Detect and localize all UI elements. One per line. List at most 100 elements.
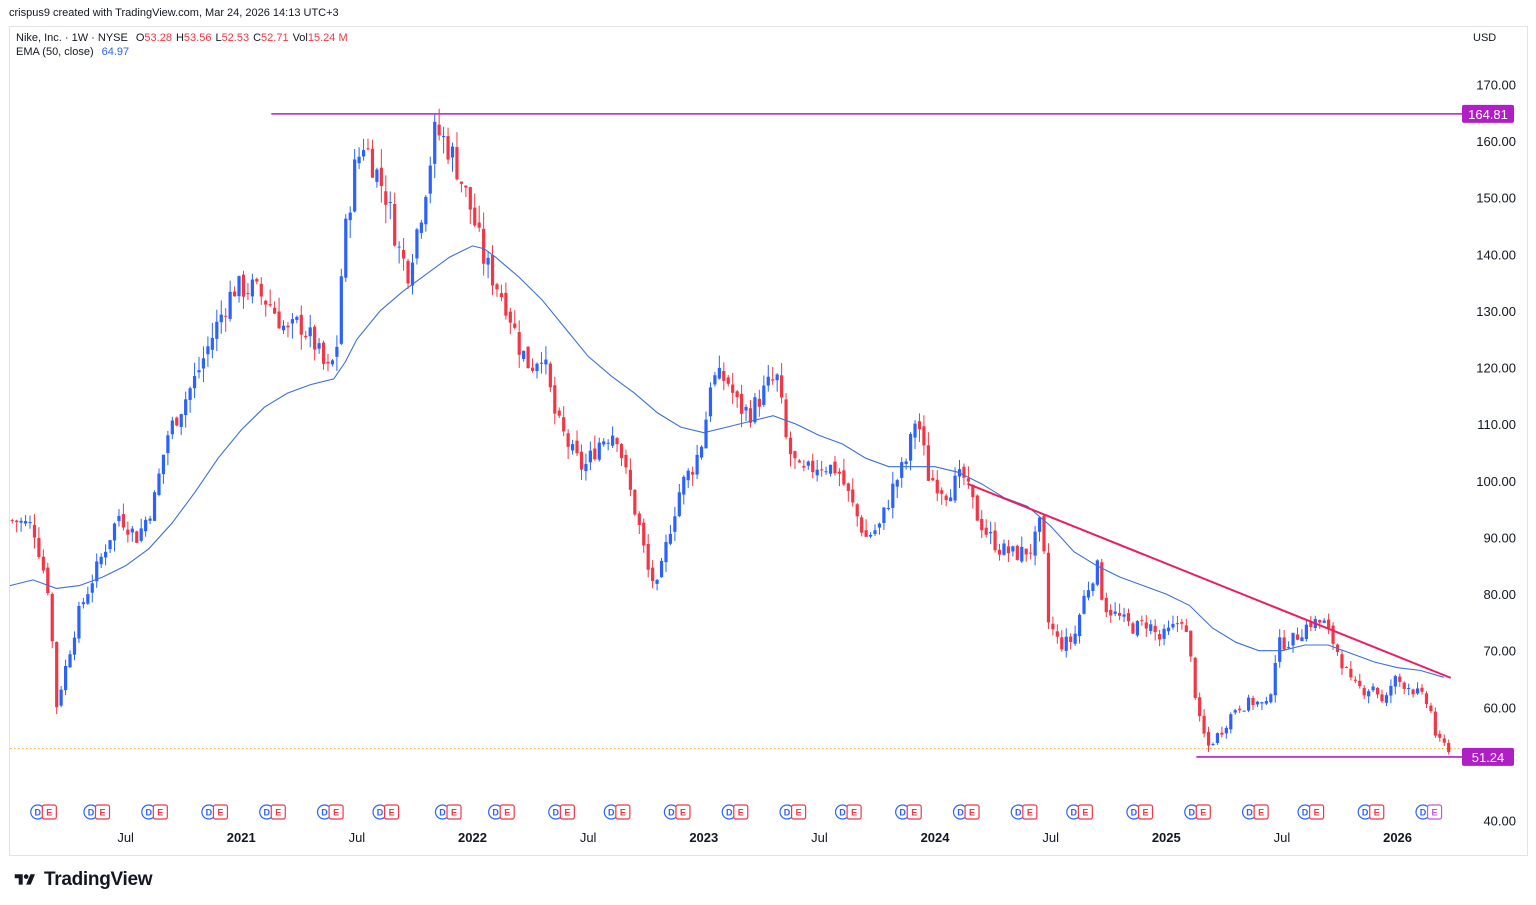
candle-body bbox=[579, 451, 584, 470]
earnings-marker[interactable]: E bbox=[383, 804, 400, 820]
candle-body bbox=[59, 689, 63, 706]
tradingview-brand[interactable]: TradingView bbox=[12, 869, 153, 891]
earnings-marker-label: E bbox=[1258, 808, 1264, 818]
earnings-marker[interactable]: E bbox=[499, 804, 515, 820]
earnings-marker[interactable]: E bbox=[1253, 804, 1269, 820]
candle-body bbox=[1215, 733, 1220, 743]
candle-body bbox=[1024, 548, 1028, 555]
earnings-marker[interactable]: E bbox=[1077, 804, 1093, 820]
candle-body bbox=[868, 534, 873, 537]
x-tick-label: Jul bbox=[1274, 830, 1291, 845]
candle-body bbox=[273, 307, 277, 314]
symbol-info[interactable]: Nike, Inc. · 1W · NYSE bbox=[16, 32, 128, 44]
earnings-marker[interactable]: E bbox=[328, 804, 344, 820]
ohlc-row: Nike, Inc. · 1W · NYSE O 53.28 H 53.56 L 52… bbox=[16, 31, 348, 45]
dividend-marker[interactable]: D bbox=[548, 804, 564, 820]
candle-body bbox=[410, 262, 415, 286]
earnings-marker-label: E bbox=[333, 808, 339, 818]
dividend-marker[interactable]: D bbox=[201, 804, 217, 820]
dividend-marker-label: D bbox=[492, 808, 499, 818]
earnings-marker-box bbox=[1253, 804, 1269, 820]
candle-body bbox=[615, 438, 619, 445]
candle-body bbox=[900, 462, 904, 478]
earnings-marker[interactable]: E bbox=[906, 804, 922, 820]
candle-body bbox=[682, 476, 686, 495]
candle-body bbox=[882, 507, 886, 523]
candle-body bbox=[1140, 620, 1144, 622]
candle-body bbox=[713, 375, 717, 385]
candle-body bbox=[1407, 688, 1411, 690]
earnings-marker[interactable]: E bbox=[559, 804, 575, 820]
low-value: 52.53 bbox=[221, 32, 250, 44]
candle-body bbox=[259, 283, 263, 297]
candle-body bbox=[348, 212, 352, 221]
y-tick-label: 90.00 bbox=[1483, 530, 1516, 545]
candle-body bbox=[704, 419, 708, 449]
y-tick-label: 120.00 bbox=[1476, 361, 1516, 376]
candle-body bbox=[735, 391, 739, 398]
earnings-marker[interactable]: E bbox=[1137, 804, 1154, 820]
candle-body bbox=[308, 327, 312, 337]
earnings-marker[interactable]: E bbox=[1426, 804, 1443, 820]
dividend-marker[interactable]: D bbox=[1010, 804, 1026, 820]
open-label: O bbox=[135, 32, 145, 44]
earnings-marker[interactable]: E bbox=[41, 804, 57, 820]
candle-body bbox=[762, 385, 766, 405]
y-tick-label: 80.00 bbox=[1483, 587, 1516, 602]
candle-body bbox=[1100, 562, 1104, 600]
candle-body bbox=[1327, 619, 1331, 628]
earnings-marker[interactable]: E bbox=[94, 804, 111, 820]
candle-body bbox=[766, 376, 770, 386]
candle-body bbox=[152, 492, 157, 521]
candle-body bbox=[28, 522, 32, 524]
candle-body bbox=[788, 437, 793, 455]
dividend-marker[interactable]: D bbox=[895, 804, 911, 820]
currency-label[interactable]: USD bbox=[1473, 32, 1497, 44]
horizontal-lines[interactable] bbox=[271, 113, 1462, 758]
earnings-marker-label: E bbox=[620, 808, 626, 818]
earnings-marker[interactable]: E bbox=[675, 804, 691, 820]
dividend-marker[interactable]: D bbox=[372, 804, 388, 820]
earnings-marker[interactable]: E bbox=[790, 804, 807, 820]
x-tick-label: 2023 bbox=[689, 830, 718, 845]
candle-body bbox=[464, 185, 468, 188]
dividend-marker[interactable]: D bbox=[1066, 804, 1082, 820]
dividend-marker-label: D bbox=[1246, 808, 1253, 818]
earnings-marker[interactable]: E bbox=[615, 804, 631, 820]
candle-body bbox=[161, 454, 166, 475]
earnings-marker[interactable]: E bbox=[446, 804, 462, 820]
candle-body bbox=[851, 489, 855, 503]
ema-label[interactable]: EMA (50, close) bbox=[16, 46, 94, 58]
candle-body bbox=[1278, 637, 1282, 662]
dividend-marker[interactable]: D bbox=[259, 804, 275, 820]
candle-body bbox=[966, 478, 970, 482]
earnings-marker[interactable]: E bbox=[270, 804, 286, 820]
candle-body bbox=[384, 191, 388, 205]
earnings-marker[interactable]: E bbox=[1195, 804, 1211, 820]
earnings-marker[interactable]: E bbox=[152, 804, 168, 820]
candle-body bbox=[686, 470, 690, 481]
earnings-marker[interactable]: E bbox=[846, 804, 862, 820]
earnings-marker[interactable]: E bbox=[964, 804, 980, 820]
earnings-marker[interactable]: E bbox=[212, 804, 229, 820]
candle-body bbox=[1135, 621, 1139, 636]
candle-body bbox=[1349, 668, 1353, 678]
candle-body bbox=[1144, 622, 1148, 629]
earnings-marker[interactable]: E bbox=[733, 804, 749, 820]
y-tick-label: 110.00 bbox=[1477, 417, 1516, 432]
candle-body bbox=[962, 466, 966, 478]
trendline[interactable] bbox=[967, 482, 1452, 679]
earnings-marker[interactable]: E bbox=[1369, 804, 1385, 820]
earnings-marker[interactable]: E bbox=[1022, 804, 1038, 820]
candle-body bbox=[1006, 546, 1011, 554]
candle-body bbox=[1193, 657, 1197, 698]
candle-body bbox=[157, 473, 161, 495]
candle-body bbox=[691, 472, 695, 475]
candle-body bbox=[37, 537, 41, 557]
earnings-marker[interactable]: E bbox=[1309, 804, 1325, 820]
candle-body bbox=[820, 469, 824, 471]
earnings-marker-box bbox=[1195, 804, 1211, 820]
descending-trendline[interactable] bbox=[967, 482, 1452, 679]
